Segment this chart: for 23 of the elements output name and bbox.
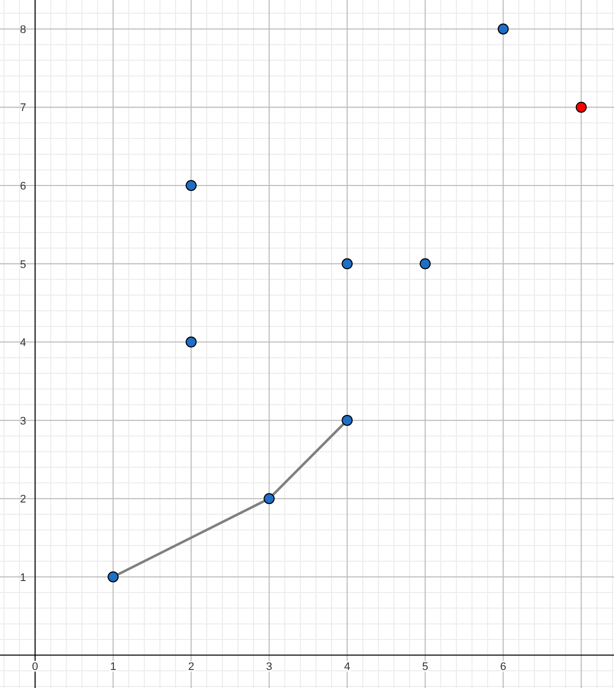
- point: [342, 258, 353, 270]
- point: [264, 493, 275, 504]
- y-tick-label: 4: [20, 337, 26, 350]
- point: [342, 414, 353, 426]
- x-tick-label: 4: [344, 661, 350, 674]
- y-tick-label: 8: [20, 24, 26, 36]
- point: [108, 571, 119, 582]
- y-tick-label: 7: [20, 102, 26, 114]
- point: [498, 23, 509, 34]
- y-tick-label: 3: [20, 415, 26, 428]
- y-tick-label: 6: [20, 180, 26, 192]
- x-tick-label: 6: [500, 661, 506, 674]
- y-tick-label: 1: [20, 572, 26, 584]
- point: [576, 102, 587, 113]
- x-tick-label: 5: [422, 661, 428, 674]
- y-tick-label: 2: [20, 494, 26, 506]
- x-tick-label: 2: [188, 661, 194, 674]
- point: [186, 336, 197, 348]
- y-tick-label: 5: [20, 258, 26, 271]
- point: [186, 180, 197, 191]
- point: [420, 258, 431, 270]
- x-tick-label: 3: [266, 661, 272, 674]
- x-tick-label: 1: [110, 661, 116, 674]
